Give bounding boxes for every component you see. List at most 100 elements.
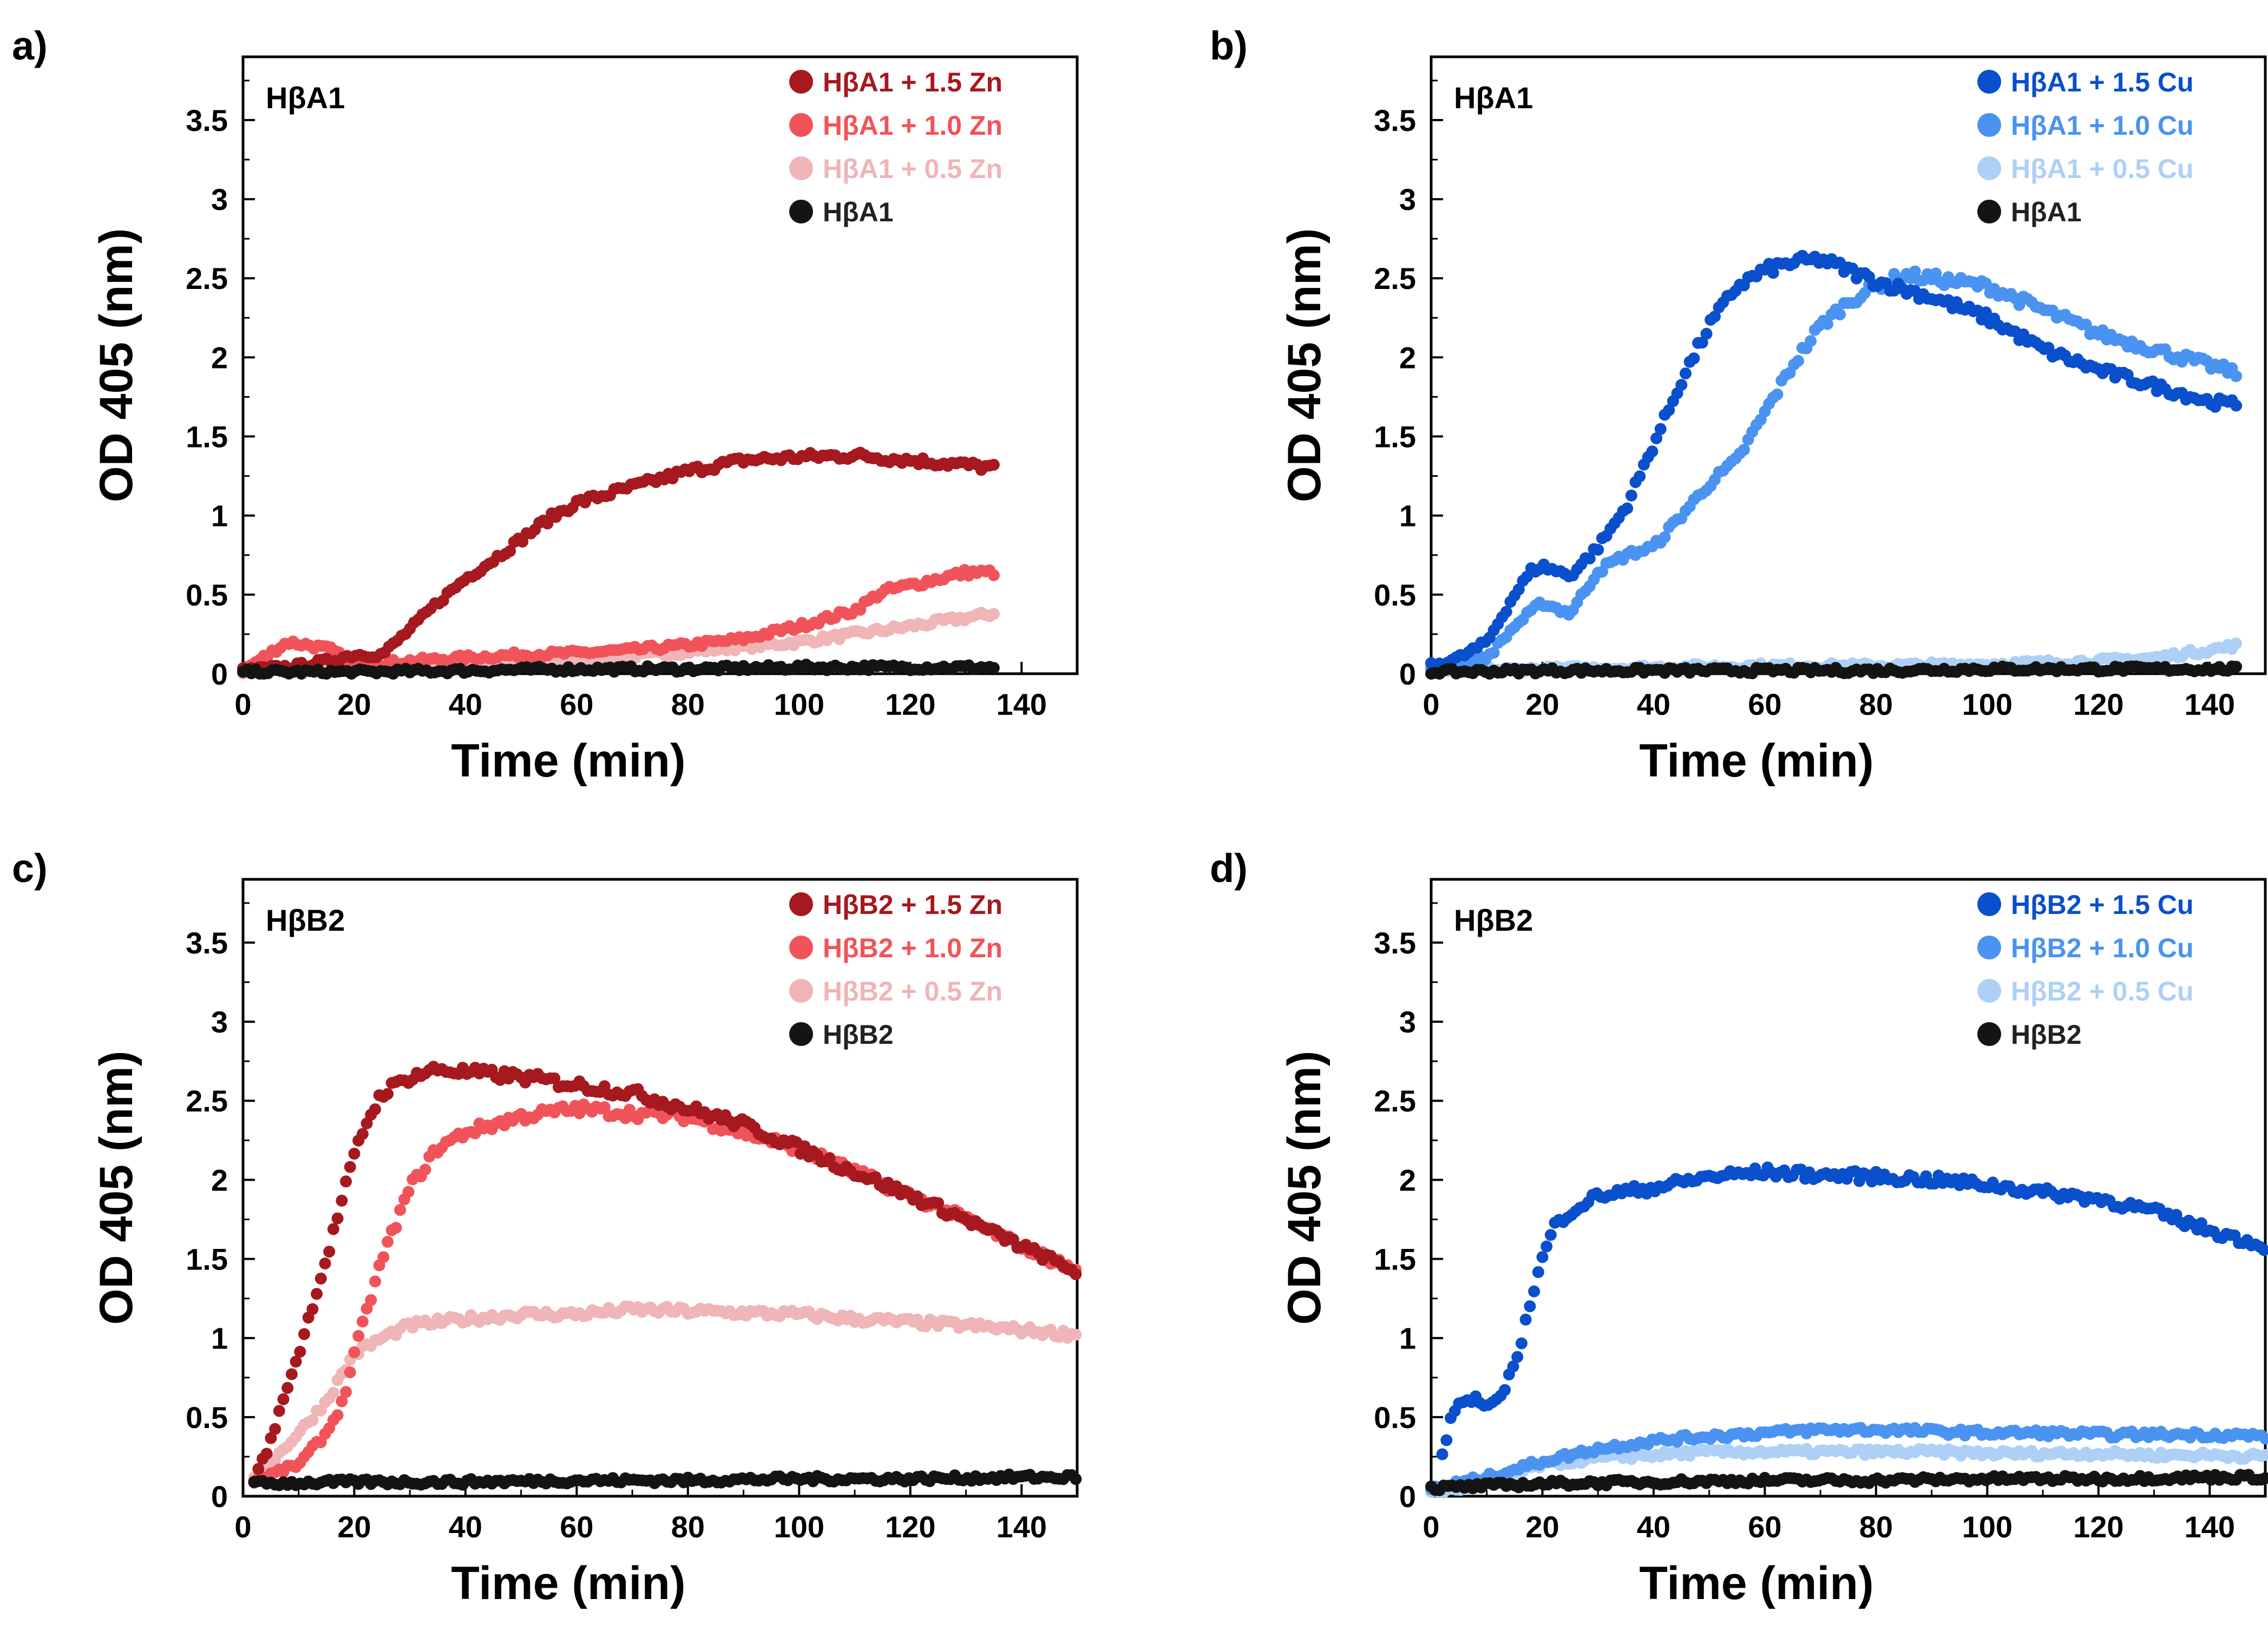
x-tick-label: 140 [2185, 687, 2235, 721]
data-point [1654, 423, 1667, 435]
x-tick-label: 0 [1423, 687, 1439, 721]
data-point [327, 1387, 339, 1399]
data-point [1500, 606, 1512, 618]
data-point [504, 545, 516, 557]
y-tick-label: 1.5 [186, 420, 228, 454]
x-tick-label: 80 [1859, 687, 1893, 721]
y-axis-label: OD 405 (nm) [90, 1051, 142, 1325]
series-4 [1425, 1469, 2268, 1496]
data-point [2258, 1244, 2268, 1256]
data-point [1663, 404, 1675, 416]
x-tick-label: 20 [337, 1510, 371, 1544]
y-tick-label: 1.5 [1374, 1242, 1416, 1277]
y-tick-label: 0 [211, 657, 228, 691]
data-point [2042, 341, 2055, 354]
x-tick-label: 20 [1525, 687, 1559, 721]
panel-letter: a) [12, 23, 48, 68]
data-point [1528, 1285, 1541, 1298]
y-tick-label: 3 [1399, 182, 1416, 216]
plot-frame [241, 878, 1079, 1498]
data-point [2259, 1449, 2268, 1461]
legend-entry: HβA1 + 0.5 Zn [823, 154, 1002, 184]
data-point [323, 1246, 336, 1258]
data-point [1532, 1266, 1544, 1278]
y-tick-label: 3.5 [1374, 926, 1416, 960]
series-4 [237, 659, 1000, 680]
data-point [352, 1330, 365, 1342]
data-point [1592, 544, 1604, 556]
x-axis-label: Time (min) [451, 735, 685, 787]
data-point [252, 1463, 265, 1475]
data-point [2230, 399, 2243, 412]
data-point [394, 1204, 407, 1216]
data-point [1536, 1251, 1549, 1264]
y-tick-label: 2 [1399, 340, 1416, 374]
legend-entry: HβA1 [2011, 197, 2082, 227]
data-point [1771, 388, 1784, 400]
legend-marker [1977, 936, 2001, 959]
data-point [1541, 1240, 1553, 1253]
y-tick-label: 2 [1399, 1163, 1416, 1197]
legend-marker [789, 936, 813, 959]
y-tick-label: 0.5 [1374, 1400, 1416, 1435]
y-axis-label: OD 405 (nm) [90, 228, 142, 503]
data-point [2230, 637, 2243, 650]
data-point [298, 1328, 310, 1340]
data-point [348, 1346, 360, 1358]
data-point [336, 1395, 348, 1407]
y-tick-label: 0.5 [186, 1400, 228, 1435]
x-tick-label: 0 [234, 687, 251, 721]
data-point [1544, 1229, 1557, 1241]
data-point [1070, 1328, 1082, 1341]
data-point [1688, 352, 1700, 365]
x-tick-label: 60 [1748, 1510, 1781, 1544]
series-4 [1425, 660, 2243, 680]
legend-marker [1977, 113, 2001, 137]
plot-frame [1430, 878, 2267, 1498]
y-axis-label: OD 405 (nm) [1279, 1051, 1330, 1325]
data-point [1680, 367, 1692, 380]
data-point [390, 1222, 402, 1234]
x-tick-label: 140 [997, 1510, 1047, 1544]
data-point [1834, 308, 1846, 321]
data-point [290, 1356, 302, 1368]
data-point [340, 1386, 352, 1398]
legend-marker [1977, 892, 2001, 916]
panel-title: HβB2 [266, 903, 345, 937]
x-axis-label: Time (min) [1639, 1557, 1873, 1609]
data-point [987, 662, 1000, 674]
y-tick-label: 2.5 [186, 1084, 228, 1118]
y-tick-label: 1 [1399, 499, 1416, 533]
data-point [1979, 306, 1992, 319]
series-1 [248, 1061, 1082, 1489]
legend-entry: HβA1 + 1.0 Zn [823, 110, 1002, 141]
y-tick-label: 1.5 [186, 1242, 228, 1277]
data-point [331, 1409, 344, 1422]
x-tick-label: 60 [560, 687, 593, 721]
data-point [377, 1251, 390, 1264]
data-point [1519, 1313, 1532, 1326]
data-point [1070, 1473, 1082, 1485]
data-point [1805, 335, 1817, 347]
data-point [356, 1315, 369, 1328]
panel-letter: c) [12, 846, 48, 891]
data-point [340, 1175, 352, 1188]
data-point [281, 1381, 294, 1394]
data-point [1515, 1337, 1528, 1350]
series-2 [248, 1098, 1082, 1489]
data-point [1738, 444, 1750, 456]
chart-panel-4: d) 0 0.5 1 1.5 2 2.5 3 3.5 0 20 40 60 80 100 120 140 Time… [1210, 846, 2268, 1609]
data-point [419, 1163, 431, 1176]
data-point [311, 1288, 323, 1300]
data-point [598, 1101, 611, 1113]
data-point [369, 1275, 381, 1288]
data-point [1659, 531, 1671, 543]
x-tick-label: 80 [671, 687, 705, 721]
data-point [1440, 1434, 1453, 1446]
legend-entry: HβB2 + 1.5 Cu [2011, 890, 2194, 920]
data-point [1070, 1268, 1082, 1280]
data-point [1675, 379, 1688, 391]
data-point [273, 1405, 285, 1417]
y-tick-label: 1 [211, 1321, 228, 1356]
